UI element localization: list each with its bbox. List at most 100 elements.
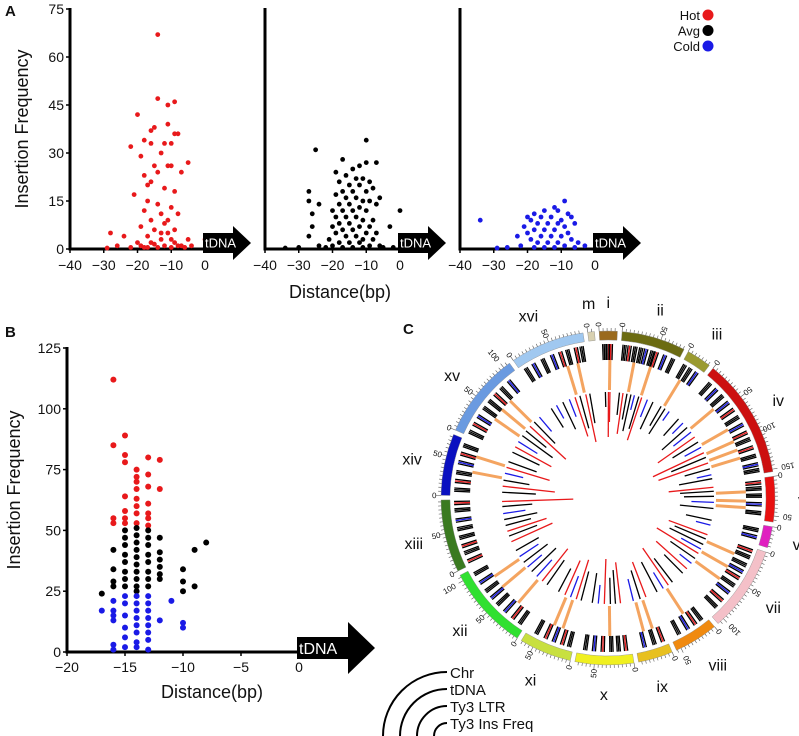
data-point-avg xyxy=(343,233,349,239)
ty3-insertion-frequency-mark xyxy=(517,440,538,455)
scale-tick xyxy=(568,660,571,666)
subplot-cold: −40 −30 −20 −10 0 tDNA xyxy=(448,8,641,273)
ty3-insertion-frequency-mark xyxy=(628,396,640,430)
ty3-insertion-frequency-mark xyxy=(671,422,684,435)
data-point-hot xyxy=(133,510,140,517)
x-tick-label: −40 xyxy=(253,257,277,273)
ty3-insertion-frequency-mark xyxy=(564,560,581,596)
ty3-ltr-mark xyxy=(729,562,745,572)
ty3-ltr-mark xyxy=(561,629,568,646)
data-point-avg xyxy=(323,245,329,250)
data-point-avg xyxy=(145,559,152,566)
chromosome-xii: 0 50 100 xii xyxy=(442,536,569,648)
ty3-ltr-mark xyxy=(641,348,648,365)
scale-tick xyxy=(492,372,495,376)
ty3-insertion-frequency-mark xyxy=(612,570,617,604)
data-point-avg xyxy=(156,571,163,578)
scale-tick xyxy=(546,337,549,343)
ty3-ltr-mark xyxy=(698,381,710,395)
ty3-ltr-mark xyxy=(635,347,641,364)
scale-tick-label: 0 xyxy=(582,323,592,329)
data-point-avg xyxy=(363,189,369,194)
ty3-ltr-mark xyxy=(732,431,748,440)
scale-tick xyxy=(653,658,655,662)
scale-tick xyxy=(449,435,453,438)
data-point-avg xyxy=(133,554,140,561)
ty3-ltr-mark xyxy=(455,473,472,477)
ty3-ltr-mark xyxy=(551,626,559,642)
scale-tick xyxy=(554,336,557,340)
data-point-hot xyxy=(133,503,140,510)
ty3-insertion-frequency-mark xyxy=(519,543,539,558)
ty3-ltr-mark xyxy=(559,629,566,645)
ty3-ltr-mark xyxy=(464,548,480,556)
scale-tick xyxy=(735,388,739,391)
ty3-ltr-mark xyxy=(735,550,751,559)
data-point-hot xyxy=(185,160,191,166)
data-point-hot xyxy=(162,221,167,226)
scale-tick xyxy=(664,654,667,658)
tdna-mark xyxy=(701,428,729,446)
data-point-hot xyxy=(185,237,191,242)
ty3-ltr-mark xyxy=(690,608,701,622)
x-tick-label: −30 xyxy=(287,257,311,273)
x-tick-label: −20 xyxy=(516,257,540,273)
tdna-mark xyxy=(715,504,746,510)
scale-tick xyxy=(511,635,515,639)
ty3-ltr-mark xyxy=(569,631,576,648)
ty3-insertion-frequency-mark xyxy=(507,517,547,532)
data-point-hot xyxy=(145,515,152,522)
ty3-ltr-mark xyxy=(657,354,665,370)
data-point-cold xyxy=(568,214,574,220)
ty3-ltr-mark xyxy=(716,403,731,414)
data-point-cold xyxy=(110,641,117,648)
data-point-hot xyxy=(122,452,128,459)
ty3-ltr-mark xyxy=(600,635,603,652)
x-tick-label: −10 xyxy=(171,659,195,675)
data-point-cold xyxy=(582,243,588,249)
tdna-arrow-body xyxy=(398,233,429,253)
scale-tick xyxy=(466,590,470,593)
ty3-ltr-mark xyxy=(484,405,498,417)
ty3-insertion-frequency-mark xyxy=(691,500,714,504)
x-tick-label: −20 xyxy=(321,257,345,273)
data-point-cold xyxy=(541,208,547,214)
scale-tick xyxy=(744,594,747,597)
ty3-ltr-mark xyxy=(523,368,534,383)
chromosome-label: viii xyxy=(708,657,727,674)
data-point-cold xyxy=(133,622,140,629)
ty3-ltr-mark xyxy=(575,347,580,364)
data-point-avg xyxy=(373,160,379,166)
b-y-axis-label: Insertion Frequency xyxy=(4,410,24,569)
data-point-cold xyxy=(110,597,117,604)
ty3-ltr-mark xyxy=(638,347,644,364)
ty3-ltr-mark xyxy=(680,366,691,382)
ty3-insertion-frequency-mark xyxy=(557,568,572,593)
scale-tick xyxy=(649,659,651,663)
scale-tick xyxy=(773,475,779,477)
data-point-cold xyxy=(552,227,557,233)
data-point-cold xyxy=(572,221,578,226)
scale-tick xyxy=(520,641,523,645)
ty3-insertion-frequency-mark xyxy=(580,571,590,601)
scale-tick xyxy=(759,425,763,428)
legend-label-cold: Cold xyxy=(673,39,700,54)
scale-tick xyxy=(762,433,766,435)
scale-tick xyxy=(481,609,485,613)
ty3-insertion-frequency-mark xyxy=(674,525,707,540)
scale-tick xyxy=(504,362,508,366)
data-point-avg xyxy=(333,169,339,175)
scale-tick xyxy=(534,648,537,652)
ty3-insertion-frequency-mark xyxy=(639,399,649,418)
ty3-ltr-mark xyxy=(623,634,627,652)
ty3-insertion-frequency-mark xyxy=(642,547,669,586)
ty3-ltr-mark xyxy=(601,344,604,361)
data-point-avg xyxy=(133,576,140,583)
scale-tick xyxy=(633,662,636,668)
scale-tick xyxy=(566,332,568,337)
scale-tick xyxy=(459,414,463,417)
scale-tick-label: 0 xyxy=(768,549,776,559)
ty3-ltr-mark xyxy=(640,631,646,648)
